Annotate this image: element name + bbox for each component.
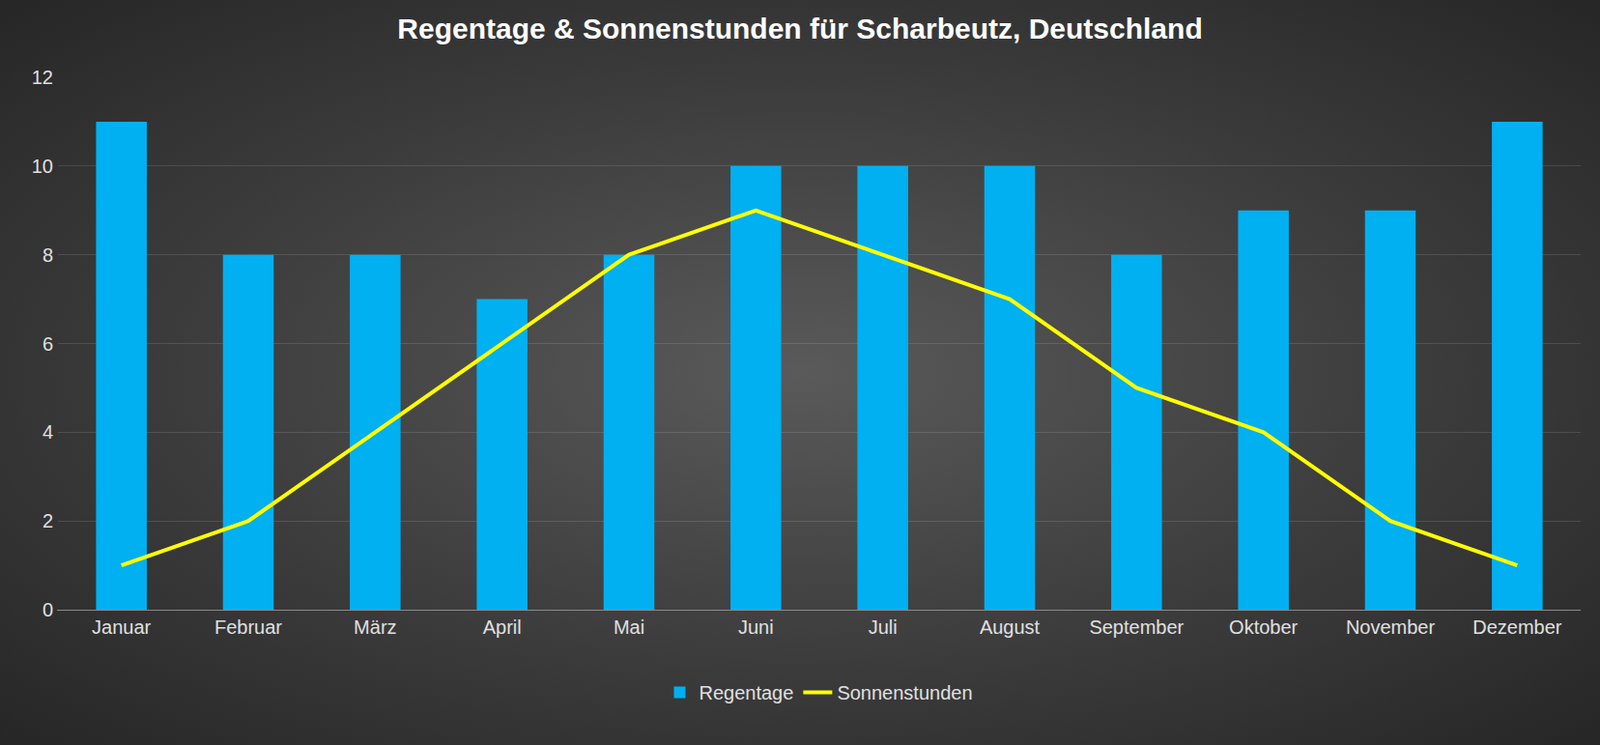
svg-text:September: September	[1088, 616, 1184, 638]
svg-text:März: März	[353, 616, 397, 638]
svg-text:Juni: Juni	[738, 616, 774, 638]
svg-text:2: 2	[42, 510, 54, 532]
svg-text:Januar: Januar	[91, 616, 151, 638]
svg-text:4: 4	[42, 421, 54, 443]
svg-text:8: 8	[42, 244, 54, 266]
svg-text:Oktober: Oktober	[1228, 616, 1298, 638]
svg-text:November: November	[1345, 616, 1436, 638]
svg-text:Mai: Mai	[613, 616, 645, 638]
svg-text:6: 6	[42, 333, 54, 355]
svg-text:10: 10	[31, 155, 54, 177]
svg-text:Juli: Juli	[868, 616, 898, 638]
svg-text:Dezember: Dezember	[1472, 616, 1563, 638]
svg-text:0: 0	[42, 599, 54, 621]
svg-text:Regentage: Regentage	[699, 682, 795, 704]
svg-text:April: April	[483, 616, 522, 638]
svg-text:August: August	[979, 616, 1041, 638]
svg-text:12: 12	[31, 66, 54, 88]
svg-text:Sonnenstunden: Sonnenstunden	[836, 682, 972, 704]
svg-text:Regentage & Sonnenstunden für: Regentage & Sonnenstunden für Scharbeutz…	[397, 12, 1202, 45]
svg-text:Februar: Februar	[214, 616, 283, 638]
